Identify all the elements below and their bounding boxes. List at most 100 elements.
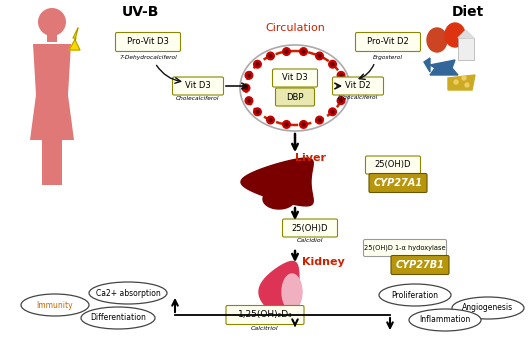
Circle shape	[38, 8, 66, 36]
Text: Vit D3: Vit D3	[185, 81, 211, 91]
Polygon shape	[458, 30, 474, 38]
Circle shape	[302, 50, 305, 53]
Circle shape	[465, 83, 469, 87]
Circle shape	[329, 61, 337, 68]
FancyBboxPatch shape	[172, 77, 224, 95]
Text: Pro-Vit D3: Pro-Vit D3	[127, 38, 169, 47]
Circle shape	[299, 121, 307, 128]
Text: Calcitriol: Calcitriol	[251, 325, 279, 331]
Circle shape	[254, 61, 261, 68]
Ellipse shape	[427, 28, 447, 52]
Circle shape	[254, 108, 261, 116]
Text: 1,25(OH)₂D₃: 1,25(OH)₂D₃	[237, 311, 293, 319]
Text: CYP27A1: CYP27A1	[374, 178, 422, 188]
Ellipse shape	[81, 307, 155, 329]
Ellipse shape	[445, 23, 465, 47]
Text: Diet: Diet	[452, 5, 484, 19]
Text: Differentiation: Differentiation	[90, 314, 146, 322]
Text: 7-Dehydrocalciferol: 7-Dehydrocalciferol	[119, 54, 177, 59]
Circle shape	[337, 72, 345, 79]
Text: Vit D2: Vit D2	[345, 81, 371, 91]
Ellipse shape	[246, 51, 344, 125]
Circle shape	[318, 119, 321, 122]
FancyBboxPatch shape	[458, 38, 474, 60]
Circle shape	[299, 48, 307, 55]
Circle shape	[244, 87, 248, 90]
Polygon shape	[282, 274, 302, 310]
Text: 25(OH)D: 25(OH)D	[292, 223, 328, 233]
Circle shape	[285, 123, 288, 126]
Text: Circulation: Circulation	[265, 23, 325, 33]
Text: Kidney: Kidney	[302, 257, 344, 267]
Polygon shape	[69, 28, 80, 50]
Circle shape	[454, 80, 458, 84]
Text: 25(OH)D 1-α hydoxylase: 25(OH)D 1-α hydoxylase	[364, 245, 446, 251]
Text: Immunity: Immunity	[37, 300, 73, 310]
Circle shape	[329, 108, 337, 116]
Circle shape	[285, 50, 288, 53]
Circle shape	[318, 54, 321, 57]
Text: Inflammation: Inflammation	[419, 315, 471, 324]
Text: Ca2+ absorption: Ca2+ absorption	[95, 289, 161, 297]
Polygon shape	[291, 294, 297, 300]
Circle shape	[340, 74, 342, 77]
Text: UV-B: UV-B	[121, 5, 158, 19]
Ellipse shape	[21, 294, 89, 316]
Text: Vit D3: Vit D3	[282, 73, 308, 82]
FancyBboxPatch shape	[369, 173, 427, 193]
FancyBboxPatch shape	[356, 32, 420, 51]
Polygon shape	[430, 60, 458, 75]
Text: Pro-Vit D2: Pro-Vit D2	[367, 38, 409, 47]
Polygon shape	[263, 189, 295, 209]
Text: Ergocalciferol: Ergocalciferol	[338, 96, 378, 100]
Circle shape	[242, 84, 250, 92]
Circle shape	[316, 52, 323, 60]
Ellipse shape	[89, 282, 167, 304]
Circle shape	[331, 110, 334, 113]
Circle shape	[256, 110, 259, 113]
Circle shape	[331, 63, 334, 66]
Circle shape	[269, 54, 272, 57]
Circle shape	[267, 52, 275, 60]
FancyBboxPatch shape	[391, 256, 449, 274]
Circle shape	[248, 74, 251, 77]
Polygon shape	[424, 58, 430, 72]
Circle shape	[282, 121, 290, 128]
Text: DBP: DBP	[286, 93, 304, 101]
Circle shape	[337, 97, 345, 104]
Circle shape	[316, 116, 323, 124]
Circle shape	[340, 99, 342, 102]
FancyBboxPatch shape	[364, 240, 446, 257]
Ellipse shape	[379, 284, 451, 306]
Circle shape	[340, 84, 348, 92]
Ellipse shape	[409, 309, 481, 331]
Circle shape	[267, 116, 275, 124]
FancyBboxPatch shape	[332, 77, 384, 95]
Circle shape	[302, 123, 305, 126]
Polygon shape	[30, 44, 74, 185]
Text: Ergosterol: Ergosterol	[373, 54, 403, 59]
FancyBboxPatch shape	[276, 88, 314, 106]
Circle shape	[269, 119, 272, 122]
Circle shape	[248, 99, 251, 102]
Circle shape	[245, 97, 253, 104]
Circle shape	[342, 87, 346, 90]
FancyBboxPatch shape	[282, 219, 338, 237]
Circle shape	[245, 72, 253, 79]
Text: CYP27B1: CYP27B1	[395, 260, 445, 270]
Ellipse shape	[452, 297, 524, 319]
Text: Liver: Liver	[295, 153, 325, 163]
Polygon shape	[448, 75, 475, 90]
Text: Cholecalciferol: Cholecalciferol	[176, 96, 220, 100]
Polygon shape	[259, 261, 299, 322]
Polygon shape	[241, 158, 313, 206]
Ellipse shape	[240, 45, 350, 131]
FancyBboxPatch shape	[366, 156, 420, 174]
Text: Proliferation: Proliferation	[392, 290, 438, 299]
Polygon shape	[47, 34, 57, 42]
FancyBboxPatch shape	[272, 69, 317, 87]
Circle shape	[462, 76, 466, 80]
Text: Angiogenesis: Angiogenesis	[463, 304, 514, 313]
Circle shape	[282, 48, 290, 55]
Text: Calcidiol: Calcidiol	[297, 239, 323, 243]
